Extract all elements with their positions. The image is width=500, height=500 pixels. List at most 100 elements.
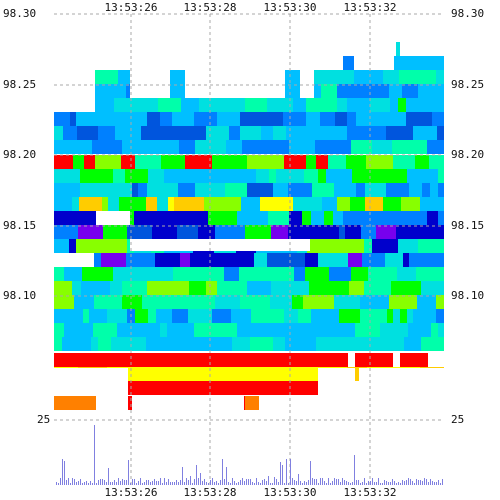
volume-bar: [188, 480, 189, 485]
heat-cell: [396, 42, 400, 56]
heat-cell: [309, 225, 339, 239]
volume-bar: [294, 480, 295, 485]
heat-cell: [307, 239, 333, 253]
heat-cell: [283, 353, 289, 367]
heat-cell: [111, 239, 127, 253]
heat-cell: [251, 309, 263, 323]
heat-cell: [429, 155, 444, 169]
heat-cell: [389, 295, 417, 309]
heat-cell: [181, 281, 189, 295]
heat-cell: [323, 126, 347, 140]
heat-cell: [335, 112, 347, 126]
heat-cell: [277, 155, 284, 169]
volume-bar: [204, 479, 205, 485]
heat-cell: [421, 337, 444, 351]
heat-cell: [122, 281, 147, 295]
heat-cell: [199, 98, 210, 112]
volume-bar: [334, 478, 335, 485]
gap-block: [54, 253, 94, 267]
heat-cell: [303, 295, 334, 309]
volume-bar: [390, 482, 391, 485]
volume-bar: [420, 480, 421, 485]
heat-cell: [164, 169, 195, 183]
volume-bar: [132, 479, 133, 485]
volume-bar: [218, 483, 219, 485]
volume-bar: [328, 478, 329, 485]
heat-cell: [409, 253, 427, 267]
heat-cell: [152, 225, 177, 239]
heat-cell: [204, 197, 212, 211]
heat-cell: [95, 155, 121, 169]
volume-bar: [62, 459, 63, 485]
volume-bar: [194, 479, 195, 485]
heat-cell: [339, 309, 360, 323]
heat-cell: [239, 267, 270, 281]
heat-cell: [154, 367, 185, 381]
volume-bar: [298, 474, 299, 485]
heat-cell: [185, 155, 212, 169]
heat-cell: [247, 281, 271, 295]
volume-bar: [276, 479, 277, 485]
heat-cell: [268, 211, 289, 225]
heat-cell: [406, 98, 423, 112]
heat-cell: [117, 323, 136, 337]
heat-cell: [54, 183, 80, 197]
volume-bar: [88, 483, 89, 485]
heat-cell: [241, 197, 260, 211]
heat-cell: [312, 183, 318, 197]
heat-cell: [286, 126, 299, 140]
volume-bar: [250, 479, 251, 485]
heat-cell: [347, 112, 356, 126]
volume-bar: [376, 482, 377, 485]
heat-cell: [338, 140, 351, 154]
heat-cell: [393, 309, 400, 323]
heat-cell: [409, 183, 422, 197]
heat-cell: [355, 353, 393, 367]
volume-bar: [322, 478, 323, 485]
heat-cell: [401, 197, 420, 211]
volume-bar: [112, 482, 113, 485]
heat-cell: [368, 211, 397, 225]
heat-cell: [350, 197, 365, 211]
heat-cell: [292, 295, 303, 309]
heat-cell: [306, 323, 324, 337]
heat-cell: [273, 183, 288, 197]
heat-cell: [363, 323, 380, 337]
heat-cell: [98, 337, 111, 351]
heat-cell: [360, 126, 386, 140]
heat-cell: [175, 353, 198, 367]
heat-cell: [347, 98, 370, 112]
heat-cell: [114, 98, 135, 112]
heat-cell: [438, 169, 444, 183]
heat-cell: [89, 309, 107, 323]
volume-bar: [404, 481, 405, 485]
heat-cell: [321, 84, 337, 98]
heat-cell: [62, 337, 91, 351]
volume-bar: [316, 479, 317, 485]
heat-cell: [91, 337, 98, 351]
heat-cell: [432, 112, 444, 126]
heat-cell: [195, 169, 213, 183]
heat-cell: [269, 169, 276, 183]
heat-cell: [198, 353, 219, 367]
volume-bar: [410, 479, 411, 485]
volume-bar: [202, 481, 203, 485]
heat-cell: [324, 323, 349, 337]
heat-cell: [351, 140, 372, 154]
heat-cell: [387, 309, 393, 323]
heat-cell: [147, 281, 160, 295]
volume-bar: [424, 478, 425, 485]
volume-bar: [174, 482, 175, 485]
heat-cell: [119, 197, 146, 211]
gap-block: [54, 70, 94, 112]
heat-cell: [309, 281, 335, 295]
heat-cell: [329, 267, 351, 281]
heat-cell: [185, 367, 206, 381]
volume-bar: [130, 483, 131, 485]
heat-cell: [160, 323, 167, 337]
volume-bar: [396, 483, 397, 485]
volume-bar: [182, 467, 183, 485]
x-tick-top-2: 13:53:28: [183, 1, 237, 14]
heat-cell: [158, 353, 175, 367]
heat-cell: [387, 112, 406, 126]
